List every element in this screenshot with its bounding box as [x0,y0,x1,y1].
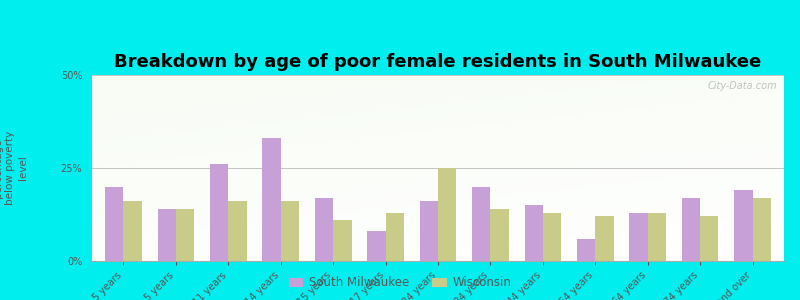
Bar [123,202,142,261]
Bar [490,209,509,261]
Bar [228,202,246,261]
Bar [315,198,333,261]
Bar [176,209,194,261]
Bar [700,216,718,261]
Bar [105,187,123,261]
Bar [525,205,543,261]
Bar [682,198,700,261]
Bar [543,213,561,261]
Bar [367,231,386,261]
Bar [333,220,351,261]
Bar [262,138,281,261]
Bar [595,216,614,261]
Text: City-Data.com: City-Data.com [707,81,777,91]
Bar [472,187,490,261]
Bar [386,213,404,261]
Bar [577,239,595,261]
Bar [158,209,176,261]
Bar [734,190,753,261]
Bar [630,213,648,261]
Bar [420,202,438,261]
Legend: South Milwaukee, Wisconsin: South Milwaukee, Wisconsin [284,272,516,294]
Bar [210,164,228,261]
Bar [438,168,456,261]
Text: percentage
below poverty
level: percentage below poverty level [0,131,28,205]
Bar [281,202,299,261]
Title: Breakdown by age of poor female residents in South Milwaukee: Breakdown by age of poor female resident… [114,53,762,71]
Bar [753,198,771,261]
Bar [648,213,666,261]
